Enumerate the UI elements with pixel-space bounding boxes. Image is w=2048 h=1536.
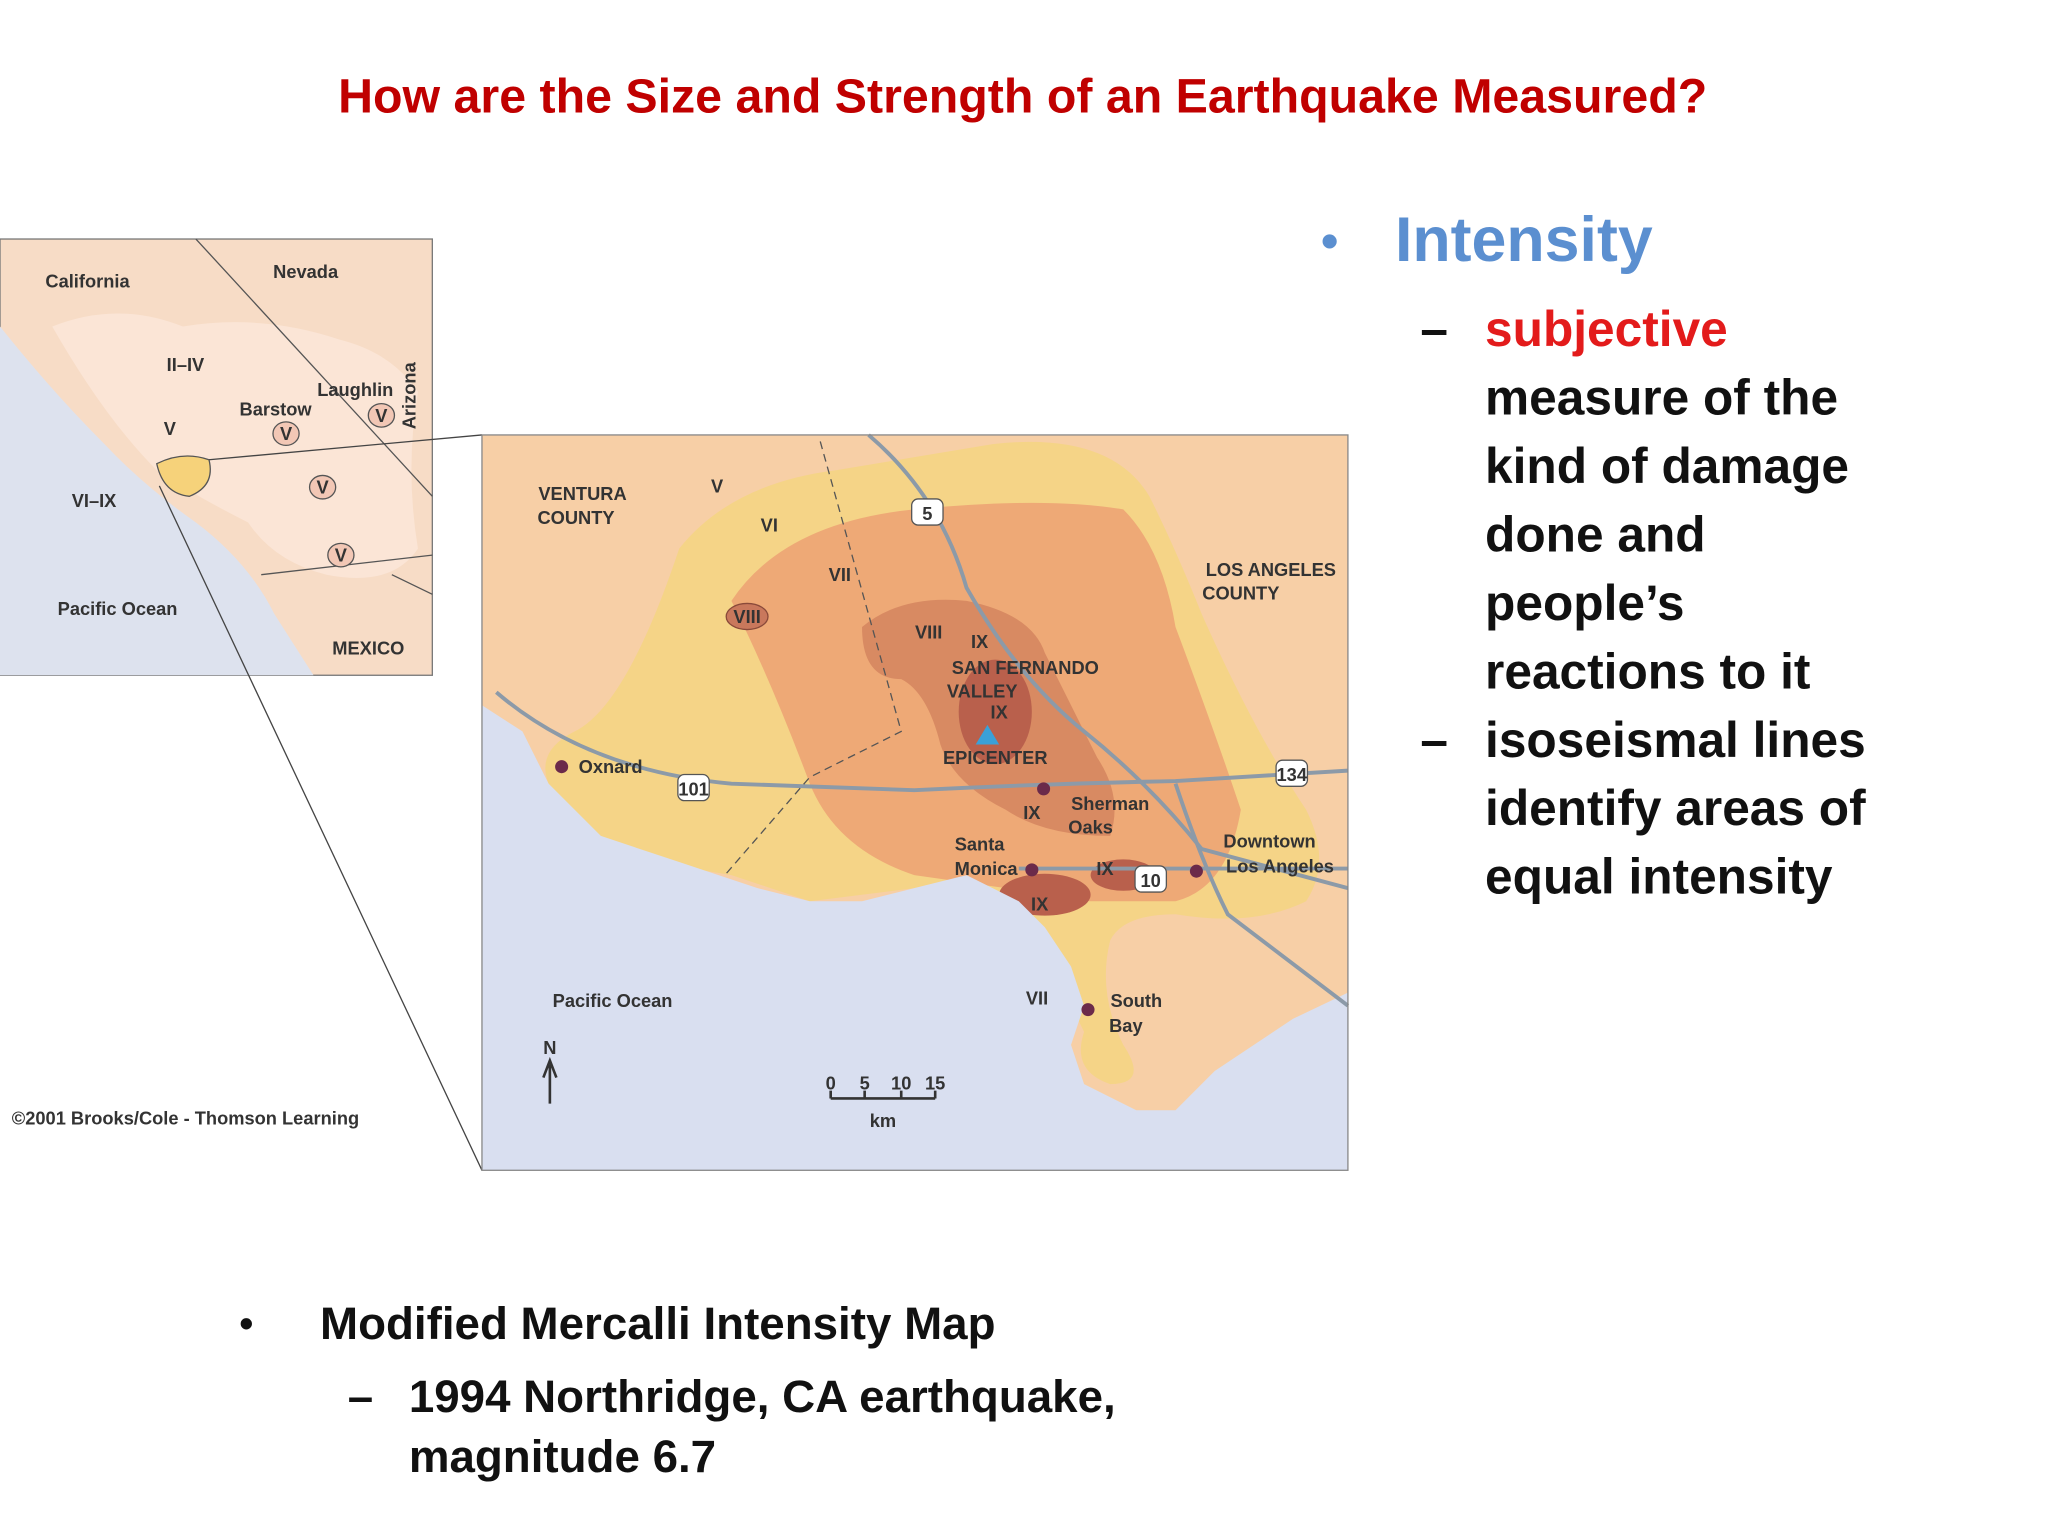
dash: –	[1420, 301, 1448, 357]
sub-item-text: magnitude 6.7	[409, 1431, 716, 1482]
map-label: VIII	[915, 622, 942, 643]
sub-item-text: people’s	[1485, 575, 1684, 631]
map-label: South	[1110, 990, 1162, 1011]
map-label: 101	[678, 778, 708, 799]
map-label: V	[711, 475, 724, 496]
main-frame	[481, 434, 1349, 1171]
bullet: •	[1320, 213, 1338, 271]
study-area	[155, 455, 211, 497]
map-label: IX	[1031, 893, 1049, 914]
zoom-line	[158, 485, 483, 1171]
map-label: Downtown	[1223, 831, 1315, 852]
map-label: 5	[922, 503, 932, 524]
map-label: 10	[1141, 870, 1161, 891]
map-label: 10	[891, 1072, 911, 1093]
map-label: IX	[1096, 858, 1114, 879]
ocean	[0, 326, 314, 676]
route-shield	[1275, 759, 1309, 787]
inset-map	[0, 238, 483, 1171]
map-label: VENTURA	[538, 483, 626, 504]
sub-item-text: identify areas of	[1485, 780, 1866, 836]
map-label: 0	[826, 1072, 836, 1093]
map-label: 15	[925, 1072, 945, 1093]
slide-title: How are the Size and Strength of an Eart…	[338, 69, 1707, 123]
sub-item-text: isoseismal lines	[1485, 712, 1866, 768]
map-label: LOS ANGELES	[1206, 559, 1336, 580]
map-label: VI–IX	[72, 490, 117, 511]
county-line	[724, 441, 902, 876]
intensity-circle	[308, 474, 337, 500]
map-label: km	[870, 1110, 896, 1131]
map-label: Sherman	[1071, 793, 1149, 814]
intensity-circle	[327, 542, 355, 568]
dash: –	[1420, 712, 1448, 768]
cities	[555, 760, 1203, 1017]
map-label: Pacific Ocean	[58, 598, 178, 619]
map-label: Santa	[955, 833, 1006, 854]
map-label: COUNTY	[537, 507, 614, 528]
map-label: 134	[1277, 764, 1308, 785]
map-label: Arizona	[398, 361, 419, 429]
map-label: 5	[860, 1072, 870, 1093]
map-label: Oxnard	[579, 756, 643, 777]
sub-item-text: kind of damage	[1485, 438, 1849, 494]
sub-item-text: done and	[1485, 506, 1706, 562]
map-label: Nevada	[273, 261, 339, 282]
zone-ix	[958, 659, 1032, 765]
map-label: V	[317, 477, 330, 498]
map-label: VI	[761, 515, 778, 536]
sub-item-text: equal intensity	[1485, 849, 1833, 905]
epicenter	[975, 724, 1000, 745]
map-label: N	[543, 1037, 556, 1058]
roads	[495, 433, 1350, 1008]
map-label: ©2001 Brooks/Cole - Thomson Learning	[12, 1108, 359, 1129]
sub-item-text: 1994 Northridge, CA earthquake,	[409, 1371, 1116, 1422]
map-label: V	[280, 423, 293, 444]
main-map	[481, 433, 1350, 1171]
sub-item-text: reactions to it	[1485, 643, 1810, 699]
map-label: Barstow	[240, 398, 313, 419]
north-arrow	[542, 1056, 558, 1104]
map-label: Pacific Ocean	[553, 990, 673, 1011]
map-label: V	[164, 418, 177, 439]
map-label: Oaks	[1068, 816, 1113, 837]
map-label: VALLEY	[947, 680, 1018, 701]
map-label: IX	[1023, 802, 1041, 823]
caption-text: Modified Mercalli Intensity Map	[320, 1298, 995, 1349]
intensity-circle	[367, 402, 396, 428]
route-shield	[911, 498, 944, 526]
intensity-circle	[272, 421, 300, 447]
map-label: Monica	[955, 858, 1019, 879]
map-label: Laughlin	[317, 379, 393, 400]
map-label: II–IV	[167, 354, 205, 375]
bullet-text: Intensity	[1395, 205, 1653, 275]
sub-item-text: measure of the	[1485, 370, 1838, 426]
map-label: V	[375, 405, 388, 426]
intensity-region	[52, 313, 418, 578]
map-label: VII	[1026, 987, 1048, 1008]
route-shield	[677, 773, 710, 802]
route-shield	[1134, 865, 1168, 893]
ocean	[481, 705, 1348, 1171]
dash: –	[348, 1371, 373, 1422]
scale-bar	[829, 1090, 937, 1100]
map-label: Los Angeles	[1226, 855, 1334, 876]
map-label: SAN FERNANDO	[952, 657, 1099, 678]
map-label: IX	[971, 631, 989, 652]
map-label: MEXICO	[332, 637, 404, 658]
map-label: IX	[991, 701, 1009, 722]
zoom-line	[208, 434, 483, 461]
intensity-circle	[725, 602, 769, 631]
map-label: California	[45, 270, 130, 291]
map-label: VII	[829, 564, 851, 585]
map-label: Bay	[1109, 1015, 1143, 1036]
map-label: VIII	[733, 606, 760, 627]
map-label: COUNTY	[1202, 583, 1279, 604]
map-label: V	[335, 545, 348, 566]
sub-item-text: subjective	[1485, 301, 1728, 357]
bullet: •	[239, 1299, 254, 1346]
map-label: EPICENTER	[943, 747, 1048, 768]
